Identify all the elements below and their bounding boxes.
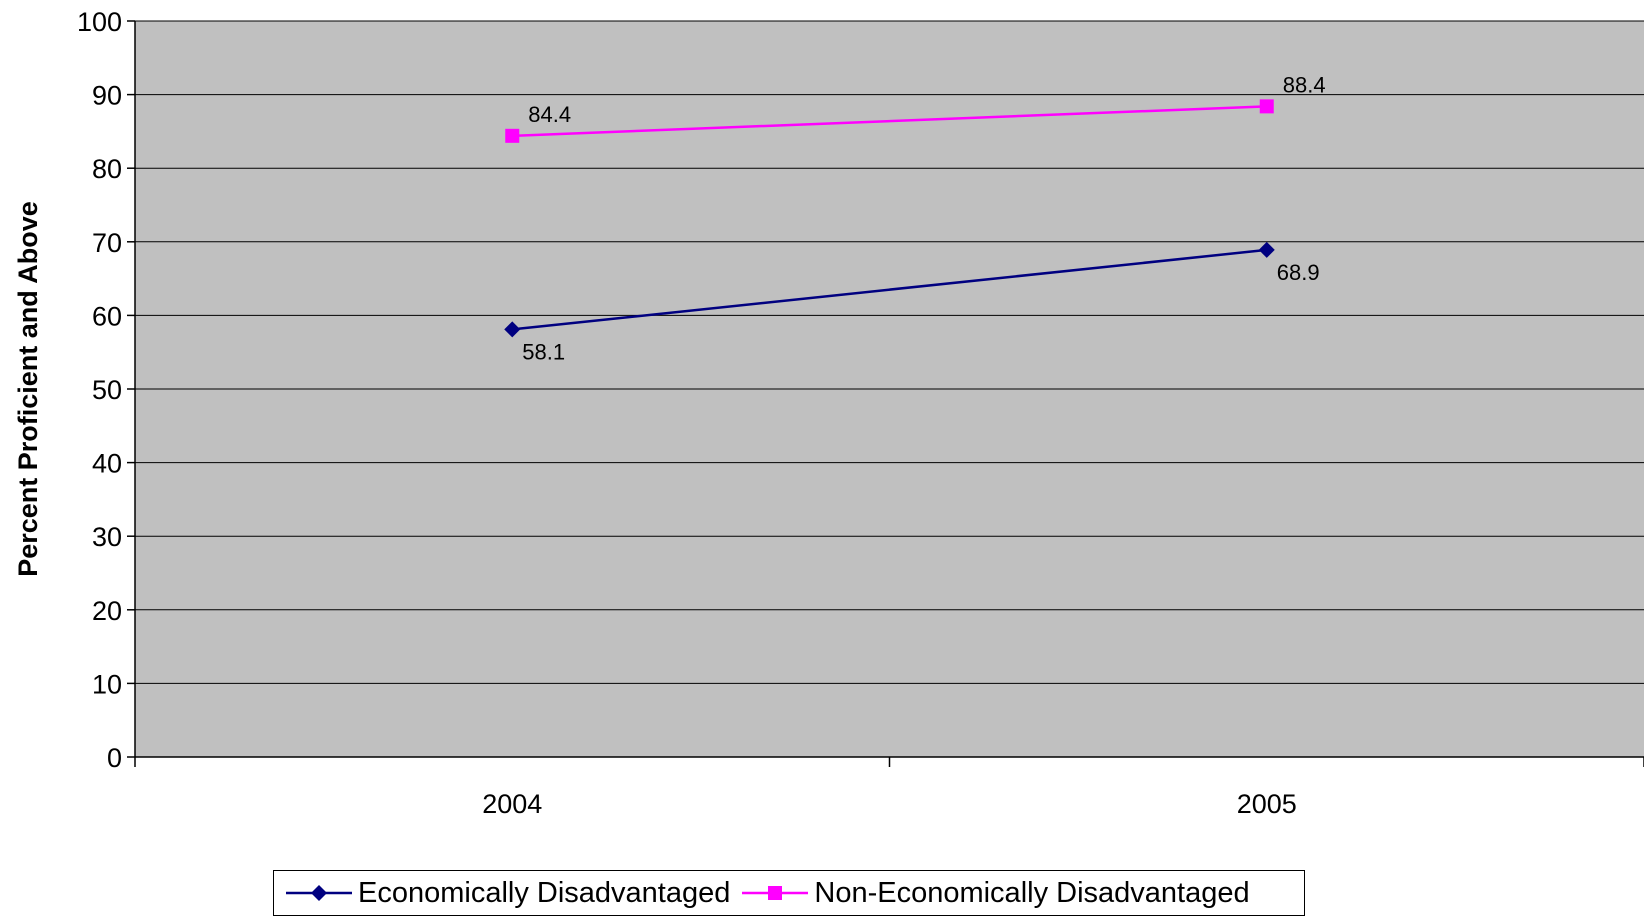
data-point-marker: [504, 321, 521, 338]
data-point-marker: [1258, 241, 1275, 258]
legend-label: Economically Disadvantaged: [358, 876, 731, 909]
x-axis-ticks: 2004 2005: [134, 757, 1644, 819]
y-tick-label: 70: [92, 228, 122, 258]
y-tick-label: 0: [107, 743, 122, 773]
series-line: [512, 248, 1267, 331]
y-tick-label: 90: [92, 81, 122, 111]
series-layer: 58.1 68.9 84.4 88.4: [504, 72, 1326, 364]
y-tick-label: 60: [92, 301, 122, 331]
series-line: [512, 105, 1267, 138]
data-label: 68.9: [1277, 260, 1320, 285]
x-tick-label: 2004: [482, 789, 542, 819]
y-tick-label: 10: [92, 669, 122, 699]
legend: Economically Disadvantaged Non-Economica…: [273, 870, 1305, 916]
y-axis-title: Percent Proficient and Above: [13, 201, 43, 577]
y-tick-label: 100: [77, 7, 122, 37]
y-axis-ticks: 0 10 20 30 40 50 60 70 80 90 100: [77, 7, 135, 773]
chart: 0 10 20 30 40 50 60 70 80 90 100 2004 2005 Percent …: [13, 7, 1644, 819]
y-tick-label: 20: [92, 596, 122, 626]
legend-item-non-economically-disadvantaged: Non-Economically Disadvantaged: [740, 876, 1250, 910]
square-marker-icon: [742, 886, 809, 900]
data-point-marker: [1259, 99, 1274, 114]
data-label: 88.4: [1283, 72, 1326, 97]
diamond-marker-icon: [286, 885, 352, 901]
y-tick-label: 80: [92, 154, 122, 184]
y-tick-label: 40: [92, 449, 122, 479]
y-tick-label: 30: [92, 522, 122, 552]
legend-item-economically-disadvantaged: Economically Disadvantaged: [284, 877, 730, 910]
gridlines: [135, 20, 1644, 684]
data-label: 84.4: [528, 102, 571, 127]
legend-label: Non-Economically Disadvantaged: [814, 876, 1250, 909]
y-tick-label: 50: [92, 375, 122, 405]
data-point-marker: [505, 128, 520, 143]
x-tick-label: 2005: [1237, 789, 1297, 819]
data-label: 58.1: [522, 339, 565, 364]
